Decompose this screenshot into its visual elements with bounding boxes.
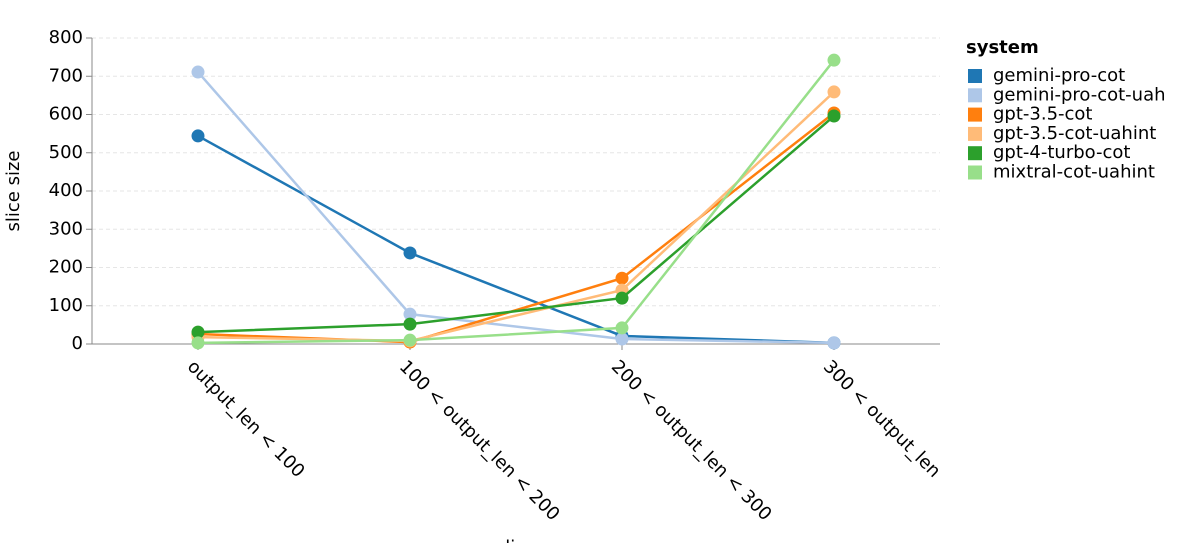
data-point [827, 109, 841, 123]
legend-swatch [968, 126, 982, 141]
y-tick-label: 100 [49, 295, 83, 316]
legend-swatch [968, 69, 982, 83]
x-tick-label: output_len < 100 [183, 356, 309, 482]
x-tick-label: 100 < output_len < 200 [395, 356, 564, 525]
y-axis-title: slice size [3, 151, 24, 232]
data-point [615, 271, 629, 285]
legend-swatch [968, 165, 982, 180]
data-point [191, 129, 205, 143]
data-point [827, 53, 841, 67]
data-point [403, 333, 417, 347]
legend-label: gemini-pro-cot [993, 65, 1125, 86]
data-point [191, 65, 205, 79]
series-line [197, 111, 835, 344]
y-tick-label: 500 [49, 142, 83, 163]
data-point [615, 291, 629, 305]
y-tick-label: 700 [49, 65, 83, 86]
series-line [197, 59, 835, 345]
data-point [191, 336, 205, 350]
data-point [827, 336, 841, 350]
x-tick-label: 200 < output_len < 300 [607, 356, 776, 525]
legend-label: gpt-4-turbo-cot [993, 142, 1130, 163]
y-tick-label: 0 [72, 333, 83, 354]
x-axis-title: slice [496, 537, 536, 543]
x-tick-label: 300 < output_len [819, 356, 945, 482]
legend-title: system [966, 37, 1039, 58]
data-point [191, 325, 205, 339]
legend-swatch [968, 88, 982, 103]
legend-label: mixtral-cot-uahint [993, 162, 1155, 183]
legend-swatch [968, 146, 982, 161]
data-point [403, 246, 417, 260]
legend-label: gpt-3.5-cot-uahint [993, 123, 1156, 144]
y-tick-label: 200 [49, 257, 83, 278]
y-tick-label: 400 [49, 180, 83, 201]
series-line [197, 115, 835, 334]
legend-label: gpt-3.5-cot [993, 104, 1093, 125]
y-tick-label: 600 [49, 104, 83, 125]
y-tick-label: 800 [49, 27, 83, 48]
y-tick-label: 300 [49, 218, 83, 239]
data-point [615, 332, 629, 346]
data-point [403, 317, 417, 331]
data-point [827, 85, 841, 99]
series-line [197, 91, 835, 343]
series-line [197, 71, 835, 345]
data-point [403, 307, 417, 321]
legend-label: gemini-pro-cot-uah [993, 84, 1166, 105]
data-point [615, 321, 629, 335]
legend-swatch [968, 107, 982, 122]
